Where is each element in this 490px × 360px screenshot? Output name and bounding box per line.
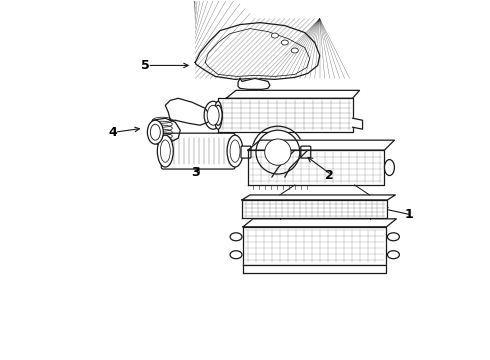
- Ellipse shape: [230, 140, 240, 162]
- Ellipse shape: [388, 251, 399, 259]
- Ellipse shape: [207, 105, 219, 125]
- Text: 1: 1: [405, 208, 414, 221]
- Ellipse shape: [214, 101, 222, 129]
- Ellipse shape: [281, 40, 288, 45]
- Ellipse shape: [147, 120, 163, 144]
- Polygon shape: [243, 219, 396, 227]
- Polygon shape: [195, 23, 319, 80]
- FancyBboxPatch shape: [301, 146, 311, 158]
- Ellipse shape: [385, 159, 394, 176]
- FancyBboxPatch shape: [161, 133, 235, 169]
- Ellipse shape: [388, 233, 399, 241]
- Polygon shape: [226, 90, 360, 98]
- Text: 5: 5: [141, 59, 150, 72]
- Ellipse shape: [256, 130, 300, 174]
- Text: 2: 2: [325, 168, 334, 181]
- Polygon shape: [238, 78, 270, 89]
- Ellipse shape: [204, 101, 222, 129]
- Polygon shape: [248, 140, 394, 150]
- Ellipse shape: [230, 233, 242, 241]
- Ellipse shape: [230, 251, 242, 259]
- Ellipse shape: [227, 135, 243, 167]
- Ellipse shape: [157, 135, 173, 167]
- Polygon shape: [165, 98, 210, 125]
- Ellipse shape: [150, 124, 160, 140]
- Polygon shape: [243, 265, 387, 273]
- Ellipse shape: [271, 33, 278, 38]
- Polygon shape: [242, 200, 388, 218]
- Text: 4: 4: [108, 126, 117, 139]
- Polygon shape: [353, 118, 363, 129]
- FancyBboxPatch shape: [241, 146, 251, 158]
- Text: 3: 3: [191, 166, 199, 179]
- Ellipse shape: [160, 140, 171, 162]
- Ellipse shape: [252, 126, 304, 178]
- Polygon shape: [242, 195, 395, 200]
- Polygon shape: [150, 118, 180, 145]
- Ellipse shape: [265, 139, 291, 165]
- Ellipse shape: [292, 48, 298, 53]
- Ellipse shape: [214, 105, 222, 125]
- Polygon shape: [218, 98, 353, 132]
- Polygon shape: [248, 150, 385, 185]
- Polygon shape: [243, 227, 387, 265]
